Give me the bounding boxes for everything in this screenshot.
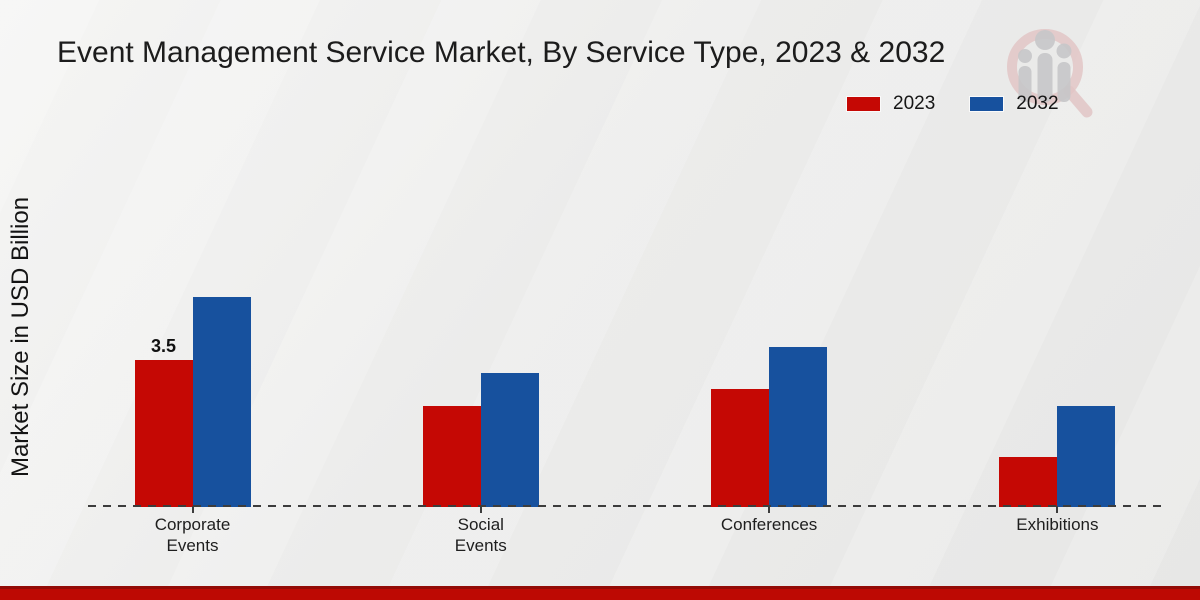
- legend-item-2032: 2032: [969, 93, 1059, 115]
- x-axis-label-conferences: Conferences: [720, 515, 818, 534]
- x-axis-tick-exhibitions: [1056, 506, 1059, 513]
- bar-2032-social-events: [480, 372, 539, 507]
- bar-2032-corporate-events: [192, 297, 251, 507]
- legend-swatch-2023: [846, 96, 881, 112]
- legend-swatch-2032: [969, 96, 1005, 112]
- x-axis-tick-social-events: [479, 506, 482, 513]
- x-axis-dashed-baseline: [88, 505, 1163, 507]
- bar-2023-corporate-events: [134, 360, 193, 507]
- x-axis-label-corporate-events: Corporate Events: [154, 515, 231, 555]
- legend-item-2023: 2023: [846, 93, 935, 115]
- x-axis-label-social-events: Social Events: [454, 515, 507, 555]
- bar-2032-exhibitions: [1057, 406, 1116, 507]
- market-research-magnifier-logo-icon: [1007, 29, 1093, 118]
- bottom-accent-bar: [0, 586, 1200, 600]
- bar-2023-social-events: [422, 406, 481, 507]
- x-axis-label-exhibitions: Exhibitions: [1016, 515, 1099, 534]
- legend: 2023 2032: [846, 93, 1059, 115]
- chart-title: Event Management Service Market, By Serv…: [57, 36, 946, 69]
- legend-label-2032: 2032: [1016, 93, 1059, 114]
- x-axis-tick-conferences: [768, 506, 771, 513]
- bar-value-label-2023-corporate-events: 3.5: [150, 336, 177, 356]
- bar-2032-conferences: [769, 347, 828, 507]
- x-axis-tick-corporate-events: [191, 506, 194, 513]
- bar-2023-exhibitions: [999, 456, 1058, 507]
- bar-2023-conferences: [711, 389, 770, 507]
- legend-label-2023: 2023: [893, 93, 936, 114]
